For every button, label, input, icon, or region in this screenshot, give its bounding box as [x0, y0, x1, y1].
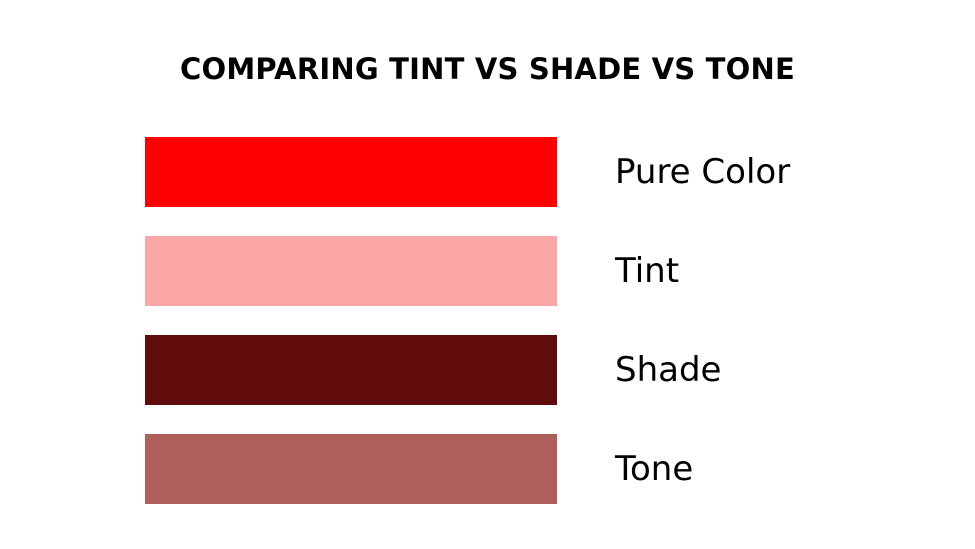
color-swatch — [145, 137, 557, 207]
swatch-label: Tone — [615, 449, 694, 489]
color-swatch — [145, 434, 557, 504]
title: COMPARING TINT VS SHADE VS TONE — [180, 52, 795, 86]
swatch-label: Shade — [615, 350, 722, 390]
color-swatch — [145, 335, 557, 405]
swatch-label: Pure Color — [615, 152, 791, 192]
swatch-label: Tint — [615, 251, 680, 291]
color-swatch — [145, 236, 557, 306]
